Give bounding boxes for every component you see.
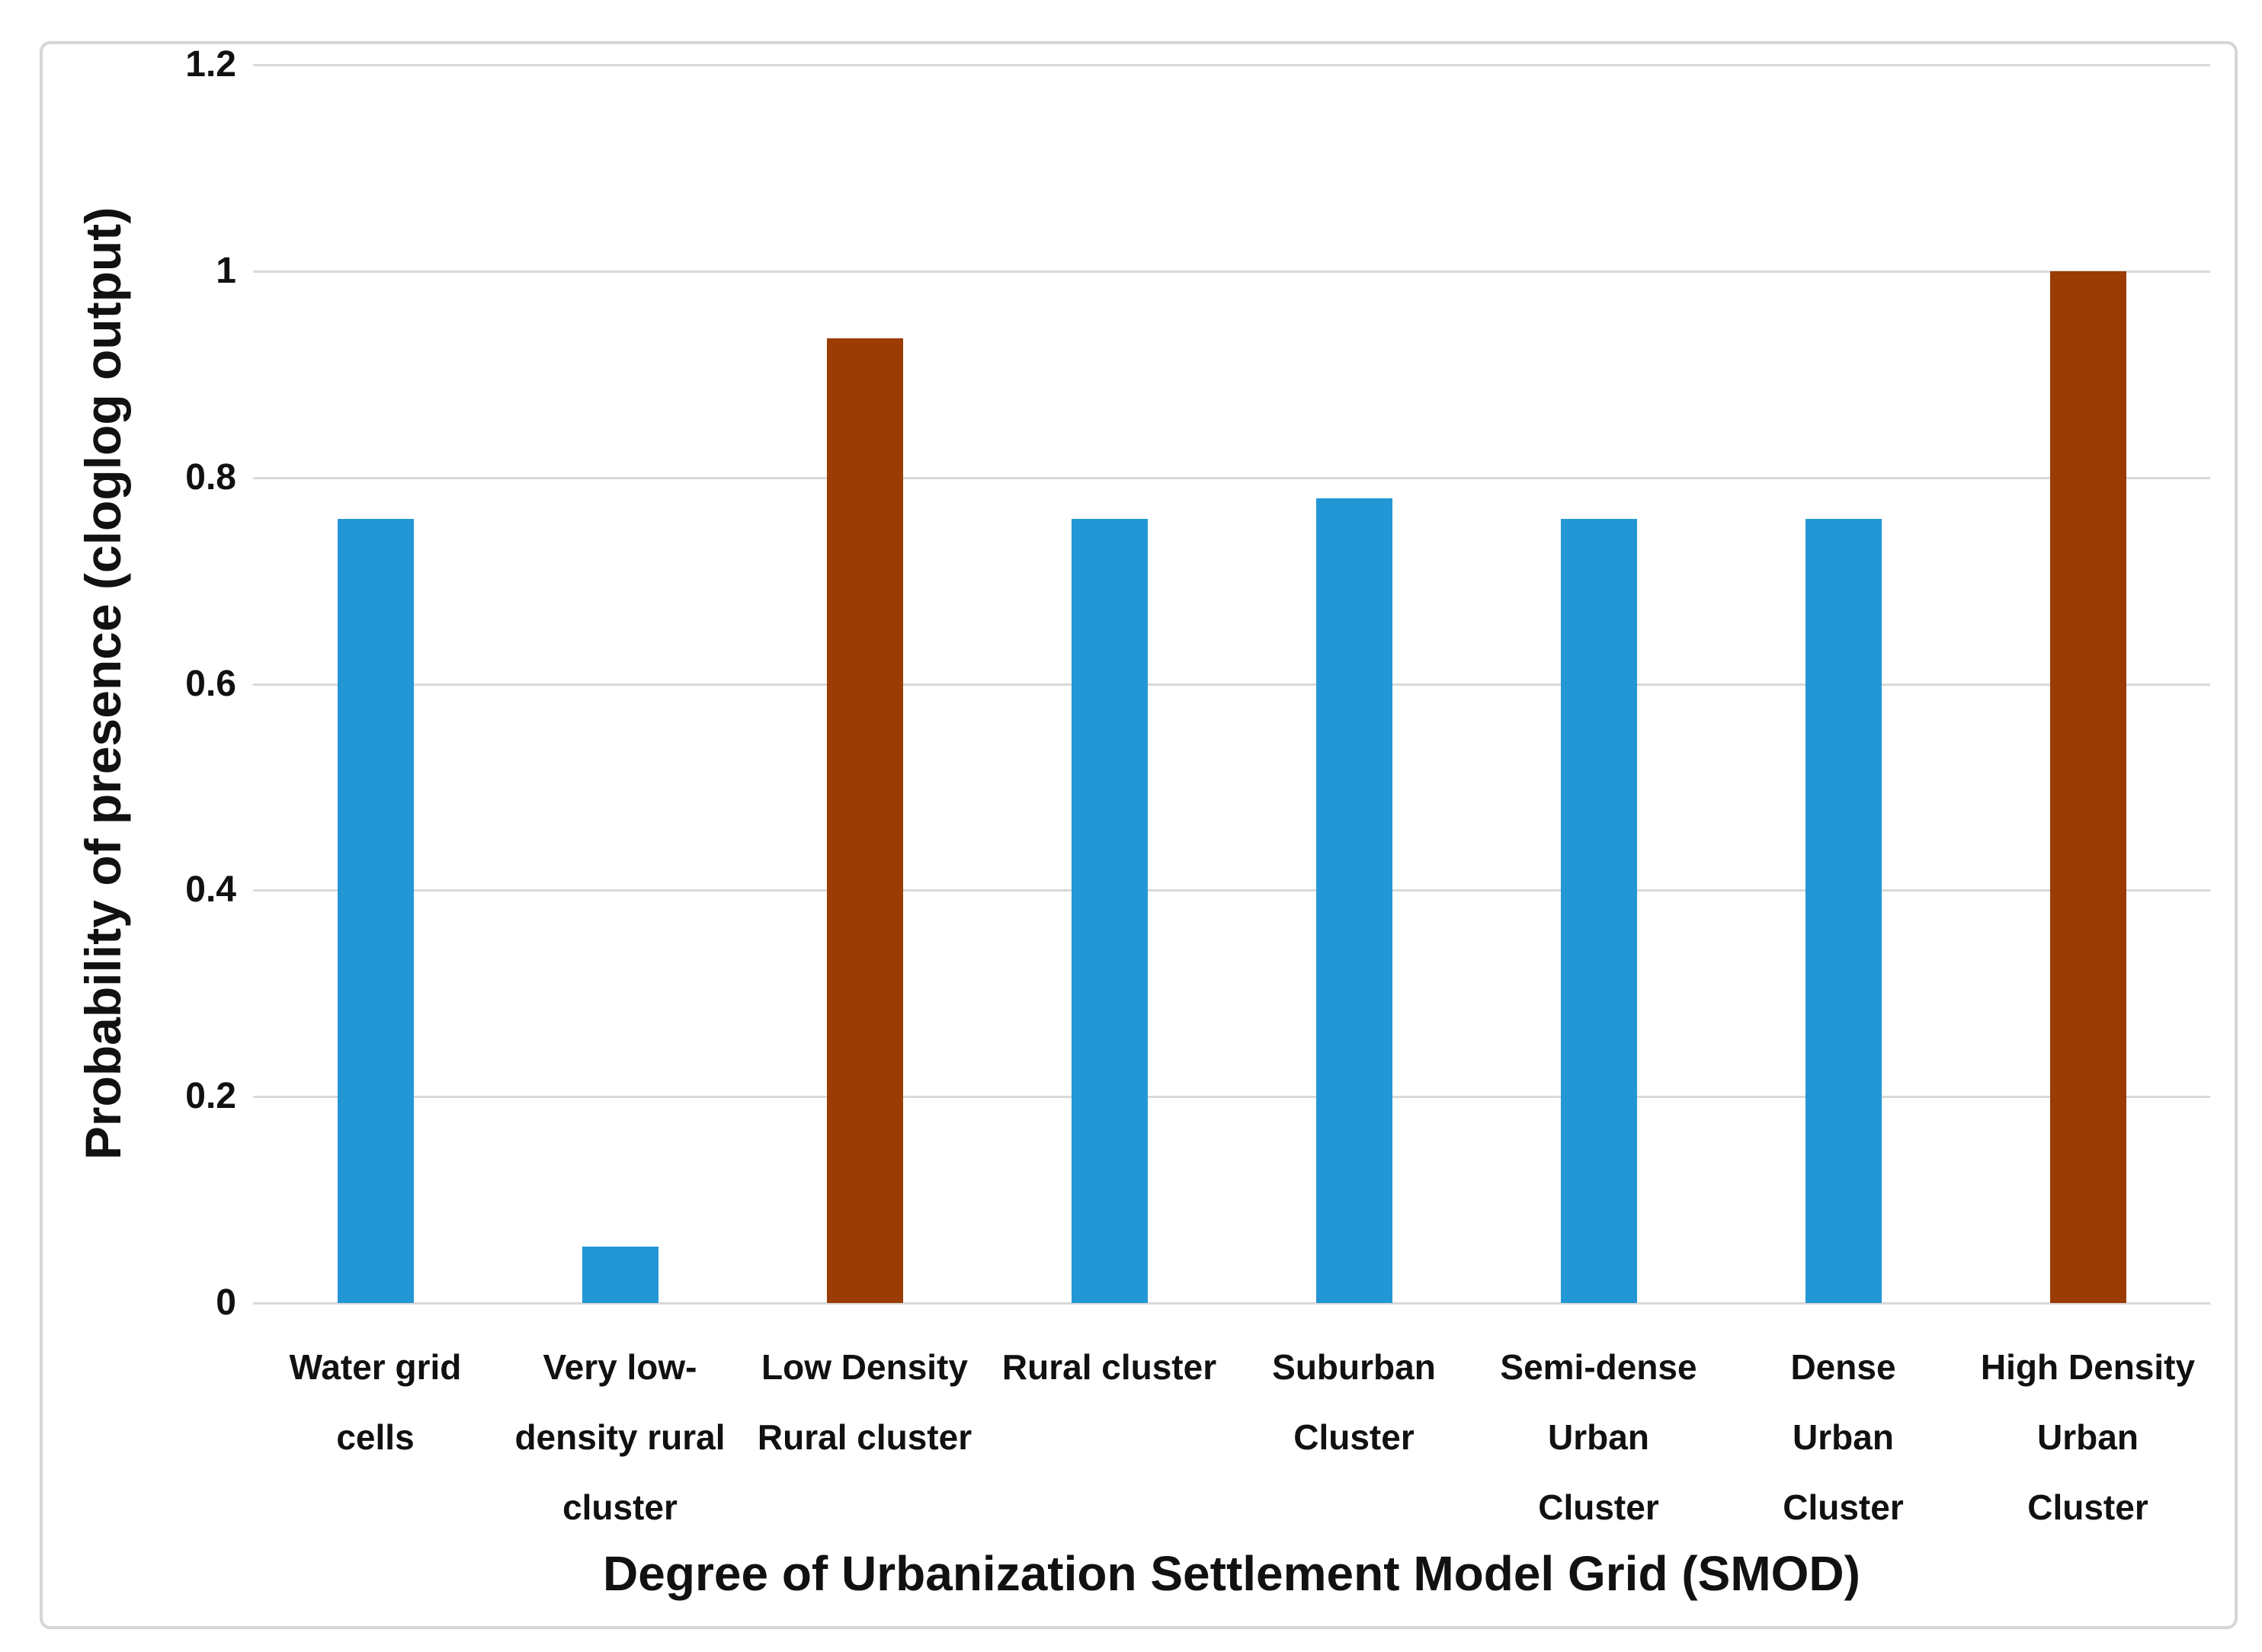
x-tick-label-line: cluster [562, 1487, 678, 1527]
bar-slot-1 [498, 65, 742, 1303]
x-tick-label-very-low-density-rural-cluster: Very low-density rural cluster [498, 1332, 742, 1542]
x-tick-label-line: Urban [2037, 1417, 2139, 1457]
y-tick-label-0.8: 0.8 [185, 456, 236, 498]
x-tick-label-line: Urban [1793, 1417, 1894, 1457]
bar-high-density-urban-cluster [2049, 271, 2126, 1303]
y-tick-label-0.4: 0.4 [185, 869, 236, 911]
bar-dense-urban-cluster [1805, 518, 1882, 1303]
x-tick-label-rural-cluster: Rural cluster [987, 1332, 1232, 1542]
gridline-0 [253, 1302, 2210, 1305]
bar-slot-4 [1232, 65, 1476, 1303]
x-tick-label-line: Rural cluster [1001, 1347, 1217, 1387]
y-tick-label-1: 1 [216, 250, 236, 291]
y-tick-label-1.2: 1.2 [185, 44, 236, 85]
bar-slot-6 [1721, 65, 1966, 1303]
x-tick-label-line: Semi-dense [1500, 1347, 1697, 1387]
y-tick-label-0: 0 [216, 1282, 236, 1323]
plot-area [253, 64, 2210, 1305]
x-tick-label-high-density-urban-cluster: High Density Urban Cluster [1966, 1332, 2210, 1542]
x-tick-label-line: Low Density [761, 1347, 968, 1387]
bar-low-density-rural-cluster [826, 338, 903, 1303]
bar-water-grid-cells [337, 518, 414, 1303]
gridline-0.8 [253, 476, 2210, 479]
x-axis-tick-labels: Water grid cells Very low-density rural clu… [253, 1332, 2210, 1542]
y-tick-label-0.2: 0.2 [185, 1076, 236, 1117]
gridline-0.2 [253, 1096, 2210, 1099]
x-tick-label-line: Urban [1548, 1417, 1649, 1457]
gridline-1 [253, 270, 2210, 273]
x-axis-title: Degree of Urbanization Settlement Model … [603, 1546, 1860, 1601]
x-tick-label-line: Water grid [289, 1347, 462, 1387]
x-tick-label-water-grid-cells: Water grid cells [253, 1332, 498, 1542]
x-tick-label-line: cells [336, 1417, 415, 1457]
x-tick-label-line: Cluster [2027, 1487, 2148, 1527]
x-tick-label-line: High Density [1980, 1347, 2196, 1387]
bars-layer [253, 65, 2210, 1303]
bar-slot-5 [1476, 65, 1721, 1303]
x-tick-label-line: Very low- [543, 1347, 697, 1387]
x-tick-label-line: Dense [1790, 1347, 1896, 1387]
x-tick-label-line: Cluster [1538, 1487, 1659, 1527]
gridline-1.2 [253, 64, 2210, 66]
x-tick-label-semi-dense-urban-cluster: Semi-dense Urban Cluster [1476, 1332, 1721, 1542]
x-tick-label-dense-urban-cluster: Dense Urban Cluster [1721, 1332, 1966, 1542]
x-tick-label-line: Suburban [1272, 1347, 1436, 1387]
y-tick-label-0.6: 0.6 [185, 663, 236, 704]
bar-slot-0 [253, 65, 498, 1303]
bar-rural-cluster [1071, 518, 1148, 1303]
x-tick-label-suburban-cluster: Suburban Cluster [1232, 1332, 1476, 1542]
bar-slot-7 [1966, 65, 2210, 1303]
x-tick-label-line: Rural cluster [757, 1417, 972, 1457]
bar-slot-3 [987, 65, 1232, 1303]
x-tick-label-line: Cluster [1293, 1417, 1415, 1457]
gridline-0.6 [253, 683, 2210, 686]
bar-very-low-density-rural-cluster [582, 1246, 658, 1303]
bar-semi-dense-urban-cluster [1560, 518, 1637, 1303]
bar-suburban-cluster [1315, 498, 1392, 1303]
bar-slot-2 [742, 65, 987, 1303]
x-tick-label-line: density rural [514, 1417, 726, 1457]
gridline-0.4 [253, 889, 2210, 892]
x-tick-label-low-density-rural-cluster: Low Density Rural cluster [742, 1332, 987, 1542]
x-tick-label-line: Cluster [1783, 1487, 1904, 1527]
